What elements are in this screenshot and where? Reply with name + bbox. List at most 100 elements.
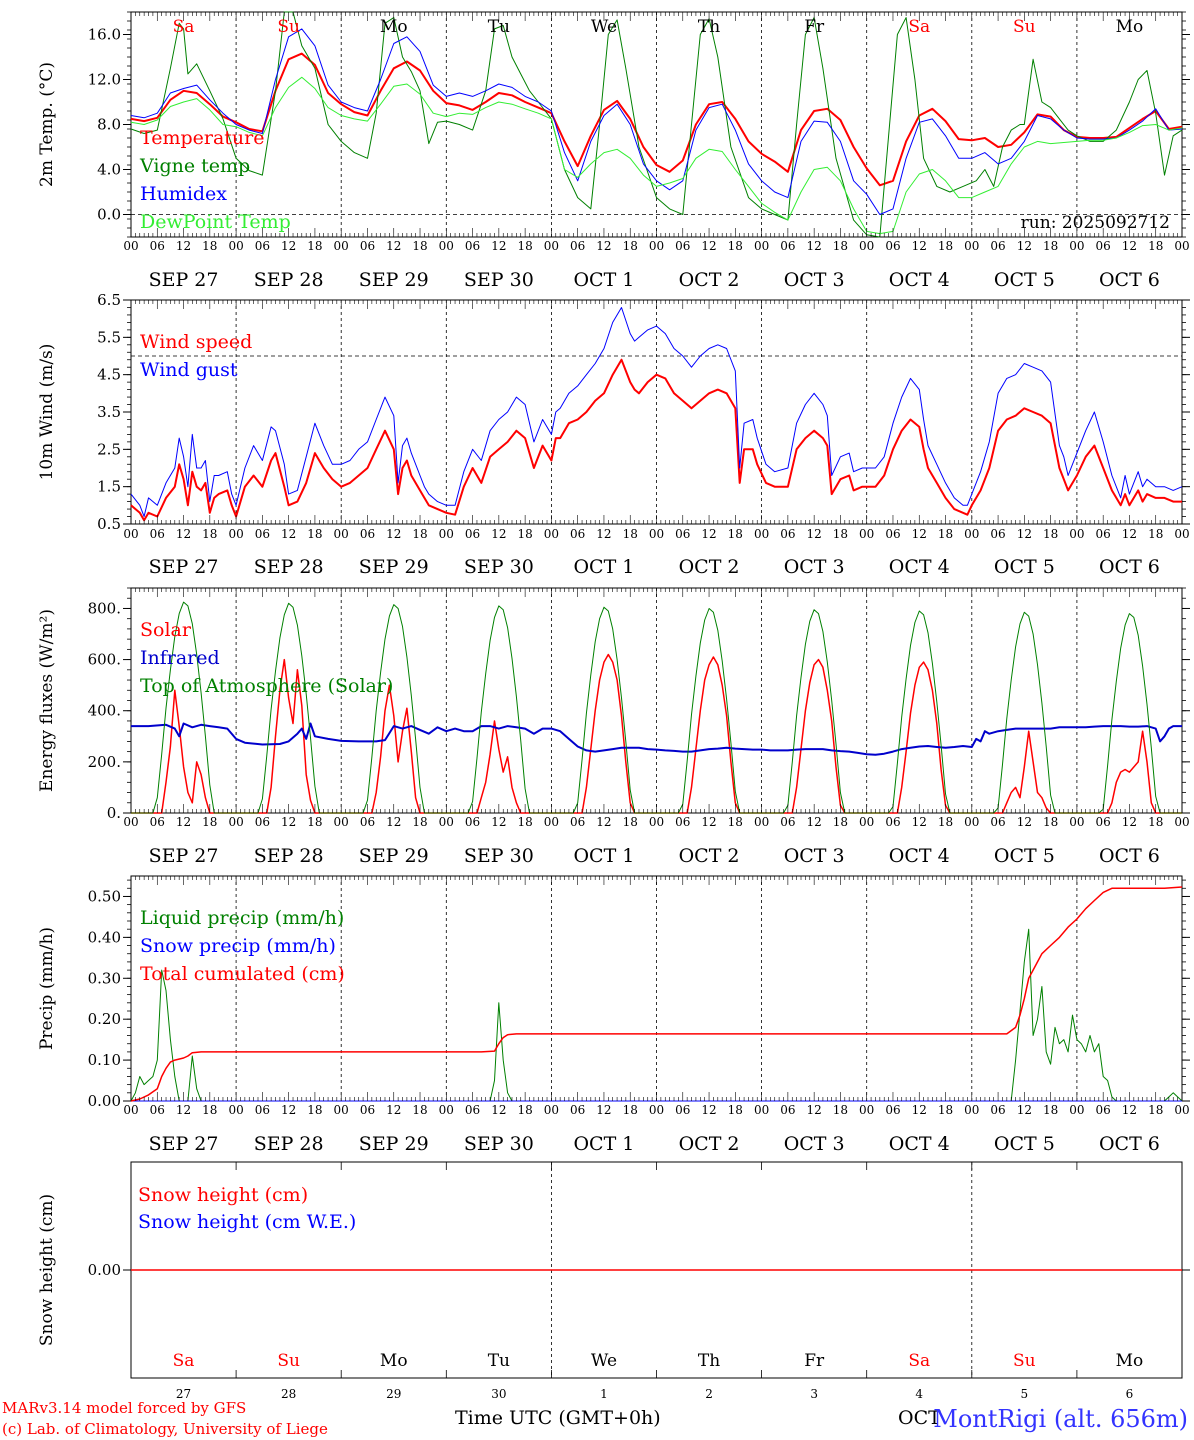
x-date-label-precip: SEP 29 — [359, 1133, 429, 1155]
x-hour-label-energy: 12 — [176, 815, 191, 829]
day-number-label: 27 — [176, 1387, 191, 1401]
x-hour-label-precip: 00 — [859, 1103, 874, 1117]
series-line-energy-0 — [131, 653, 1182, 814]
x-hour-label-temperature: 00 — [228, 239, 243, 253]
x-hour-label-temperature: 18 — [623, 239, 638, 253]
x-hour-label-temperature: 00 — [1174, 239, 1189, 253]
x-hour-label-precip: 12 — [491, 1103, 506, 1117]
x-hour-label-wind: 12 — [912, 527, 927, 541]
x-hour-label-energy: 12 — [281, 815, 296, 829]
y-tick-label-precip: 0.40 — [88, 928, 121, 946]
x-hour-label-energy: 06 — [570, 815, 585, 829]
legend-energy-2: Top of Atmosphere (Solar) — [140, 675, 393, 697]
weekday-label-top: We — [591, 17, 617, 37]
x-hour-label-precip: 06 — [570, 1103, 585, 1117]
x-hour-label-temperature: 00 — [1069, 239, 1084, 253]
x-hour-label-wind: 00 — [123, 527, 138, 541]
x-hour-label-wind: 00 — [228, 527, 243, 541]
x-hour-label-wind: 12 — [701, 527, 716, 541]
x-date-label-temperature: OCT 5 — [994, 269, 1055, 291]
x-hour-label-precip: 06 — [150, 1103, 165, 1117]
x-hour-label-precip: 12 — [1017, 1103, 1032, 1117]
x-date-label-temperature: OCT 3 — [784, 269, 845, 291]
x-hour-label-wind: 06 — [255, 527, 270, 541]
x-hour-label-wind: 00 — [964, 527, 979, 541]
weekday-label-bottom: Th — [698, 1351, 720, 1371]
x-hour-label-energy: 06 — [360, 815, 375, 829]
series-line-wind-0 — [130, 358, 1182, 522]
x-hour-label-precip: 06 — [255, 1103, 270, 1117]
x-hour-label-energy: 00 — [123, 815, 138, 829]
x-hour-label-temperature: 12 — [1017, 239, 1032, 253]
day-number-label: 4 — [915, 1387, 923, 1401]
day-number-label: 1 — [600, 1387, 608, 1401]
x-hour-label-energy: 06 — [990, 815, 1005, 829]
x-hour-label-precip: 18 — [517, 1103, 532, 1117]
x-hour-label-precip: 12 — [281, 1103, 296, 1117]
x-hour-label-energy: 12 — [912, 815, 927, 829]
x-hour-label-wind: 06 — [1096, 527, 1111, 541]
x-hour-label-precip: 06 — [1096, 1103, 1111, 1117]
x-hour-label-temperature: 06 — [255, 239, 270, 253]
x-hour-label-temperature: 12 — [701, 239, 716, 253]
legends: Temperature Vigne temp Humidex DewPoint Tem… — [138, 127, 393, 1233]
x-date-label-wind: SEP 27 — [149, 556, 219, 578]
x-hour-label-precip: 00 — [649, 1103, 664, 1117]
x-hour-label-wind: 06 — [570, 527, 585, 541]
x-axis-title: Time UTC (GMT+0h) — [455, 1407, 661, 1429]
x-hour-label-precip: 00 — [334, 1103, 349, 1117]
x-hour-label-precip: 00 — [228, 1103, 243, 1117]
day-number-label: 29 — [386, 1387, 401, 1401]
x-hour-label-wind: 06 — [360, 527, 375, 541]
weekday-label-top: Mo — [380, 17, 408, 37]
x-hour-label-precip: 00 — [1174, 1103, 1189, 1117]
x-date-label-wind: OCT 4 — [889, 556, 950, 578]
x-hour-label-wind: 12 — [1017, 527, 1032, 541]
x-hour-label-precip: 18 — [728, 1103, 743, 1117]
x-hour-label-wind: 00 — [859, 527, 874, 541]
x-date-label-energy: OCT 4 — [889, 845, 950, 867]
y-tick-label-energy: 200. — [88, 753, 121, 771]
x-hour-label-temperature: 06 — [570, 239, 585, 253]
x-date-label-wind: OCT 1 — [573, 556, 634, 578]
y-tick-label-energy: 600. — [88, 651, 121, 669]
x-hour-label-temperature: 06 — [675, 239, 690, 253]
x-hour-label-wind: 18 — [517, 527, 532, 541]
legend-temperature-2: Humidex — [140, 183, 227, 205]
x-hour-label-energy: 06 — [780, 815, 795, 829]
weekday-label-bottom: Mo — [1116, 1351, 1144, 1371]
day-number-label: 2 — [705, 1387, 713, 1401]
x-hour-label-temperature: 12 — [596, 239, 611, 253]
x-hour-label-energy: 18 — [307, 815, 322, 829]
y-tick-label-temperature: 4.0 — [97, 161, 121, 179]
x-hour-label-wind: 12 — [596, 527, 611, 541]
x-hour-label-temperature: 00 — [123, 239, 138, 253]
weekday-label-bottom: Fr — [804, 1351, 825, 1371]
day-number-label: 6 — [1126, 1387, 1134, 1401]
axis-ticks — [123, 11, 1190, 1378]
x-hour-label-temperature: 06 — [360, 239, 375, 253]
series-line-wind-1 — [130, 307, 1183, 517]
weekday-label-top: Su — [277, 17, 300, 37]
legend-energy-1: Infrared — [140, 647, 220, 669]
x-hour-label-temperature: 06 — [150, 239, 165, 253]
weekday-label-top: Sa — [908, 17, 930, 37]
y-axis-label-precip: Precip (mm/h) — [37, 927, 57, 1050]
x-hour-label-energy: 00 — [334, 815, 349, 829]
x-date-label-wind: OCT 6 — [1099, 556, 1160, 578]
x-hour-label-temperature: 00 — [964, 239, 979, 253]
x-hour-label-precip: 06 — [885, 1103, 900, 1117]
legend-temperature-1: Vigne temp — [139, 155, 250, 177]
x-hour-label-wind: 06 — [675, 527, 690, 541]
x-hour-label-wind: 00 — [1069, 527, 1084, 541]
y-tick-label-wind: 5.5 — [97, 328, 121, 346]
x-date-label-energy: OCT 2 — [679, 845, 740, 867]
series-line-temperature-3 — [130, 76, 1183, 235]
x-hour-label-energy: 00 — [964, 815, 979, 829]
x-date-label-precip: SEP 28 — [254, 1133, 324, 1155]
y-tick-label-precip: 0.10 — [88, 1051, 121, 1069]
x-hour-label-energy: 12 — [1122, 815, 1137, 829]
legend-temperature-3: DewPoint Temp — [140, 211, 291, 233]
legend-precip-1: Snow precip (mm/h) — [140, 935, 336, 957]
day-number-label: 28 — [281, 1387, 296, 1401]
